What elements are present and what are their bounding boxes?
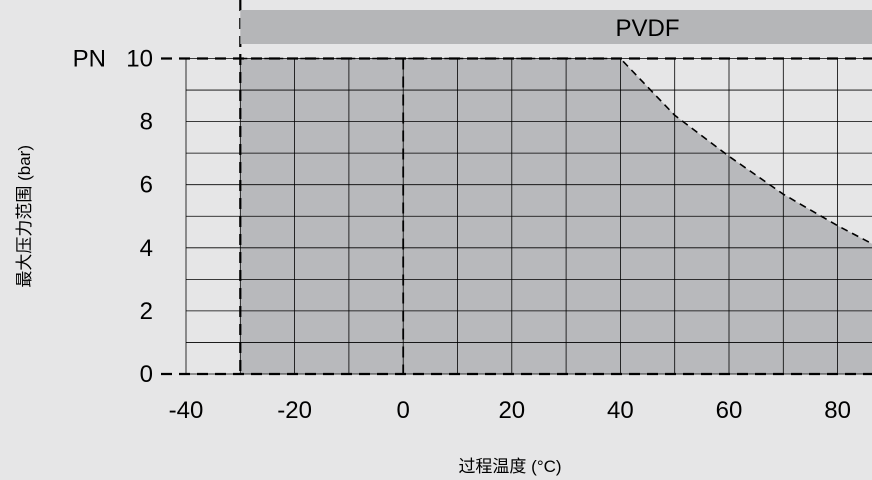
tick-labels-layer: -40-200204060801001201400246810 — [126, 46, 851, 425]
x-tick-label: 40 — [607, 397, 634, 424]
material-banner — [240, 10, 872, 44]
x-tick-label: 0 — [397, 397, 410, 424]
material-banner-label: PVDF — [616, 15, 680, 42]
y-tick-label: 10 — [126, 46, 153, 73]
x-tick-label: 20 — [498, 397, 525, 424]
pressure-curve-layer — [240, 57, 872, 245]
x-tick-label: 60 — [716, 397, 743, 424]
x-tick-label: -40 — [169, 397, 204, 424]
y-tick-label: 2 — [140, 298, 153, 325]
x-axis-label: 过程温度 (°C) — [458, 457, 561, 476]
x-tick-label: -20 — [277, 397, 312, 424]
pn-label: PN — [73, 46, 106, 73]
x-tick-label: 80 — [824, 397, 851, 424]
y-axis-label: 最大压力范围 (bar) — [15, 145, 34, 288]
y-tick-label: 0 — [140, 361, 153, 388]
pressure-curve — [240, 57, 872, 245]
y-tick-label: 4 — [140, 235, 153, 262]
y-tick-label: 6 — [140, 172, 153, 199]
y-tick-label: 8 — [140, 109, 153, 136]
